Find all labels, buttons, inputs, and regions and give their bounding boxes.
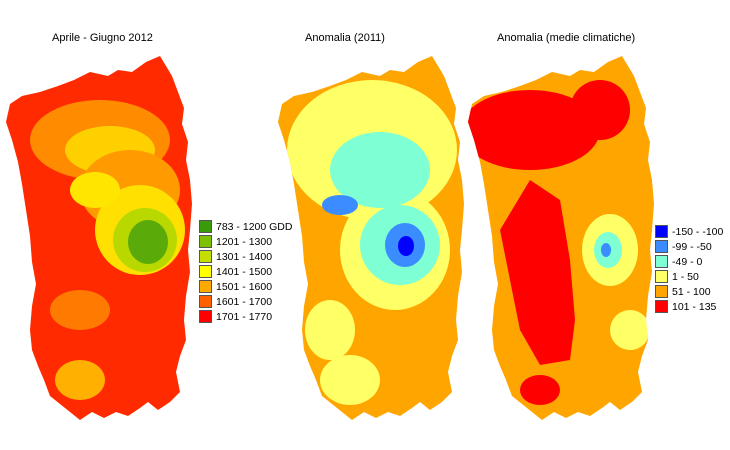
zone-yellow-sw (305, 300, 355, 360)
legend-swatch (655, 225, 668, 238)
legend-item: -150 - -100 (655, 224, 723, 239)
legend-label: 51 - 100 (672, 285, 711, 298)
map-anomaly-2011 (278, 56, 464, 420)
legend-swatch (655, 285, 668, 298)
legend-label: 1701 - 1770 (216, 310, 273, 323)
legend-label: 1 - 50 (672, 270, 699, 283)
map-title-anomaly-climate: Anomalia (medie climatiche) (497, 32, 636, 44)
map-title-anomaly-2011: Anomalia (2011) (305, 32, 385, 44)
legend-item: 51 - 100 (655, 284, 723, 299)
legend-item: -49 - 0 (655, 254, 723, 269)
zone-cyan-north (330, 132, 430, 208)
legend-label: -49 - 0 (672, 255, 703, 268)
legend-swatch (199, 295, 212, 308)
legend-label: 1501 - 1600 (216, 280, 273, 293)
map-title-gdd: Aprile - Giugno 2012 (52, 32, 153, 44)
legend-item: 1301 - 1400 (199, 249, 292, 264)
legend-swatch (199, 280, 212, 293)
legend-label: -150 - -100 (672, 225, 724, 238)
zone-blue (601, 243, 611, 257)
zone-red-central (500, 180, 575, 365)
legend-item: 101 - 135 (655, 299, 723, 314)
legend-item: 1201 - 1300 (199, 234, 292, 249)
legend-swatch (655, 300, 668, 313)
legend-label: 101 - 135 (672, 300, 717, 313)
zone-orange-sw (55, 360, 105, 400)
legend-label: 1601 - 1700 (216, 295, 273, 308)
zone-blue-west (322, 195, 358, 215)
legend-gdd: 783 - 1200 GDD 1201 - 1300 1301 - 1400 1401… (199, 219, 292, 324)
legend-item: 1701 - 1770 (199, 309, 292, 324)
legend-item: -99 - -50 (655, 239, 723, 254)
legend-label: 1201 - 1300 (216, 235, 273, 248)
zone-red-north (468, 90, 600, 170)
legend-item: 1 - 50 (655, 269, 723, 284)
legend-item: 783 - 1200 GDD (199, 219, 292, 234)
legend-label: -99 - -50 (672, 240, 712, 253)
legend-label: 1301 - 1400 (216, 250, 273, 263)
legend-swatch (199, 235, 212, 248)
legend-item: 1501 - 1600 (199, 279, 292, 294)
legend-swatch (199, 220, 212, 233)
zone-orange-south (50, 290, 110, 330)
legend-label: 783 - 1200 GDD (216, 220, 293, 233)
legend-item: 1401 - 1500 (199, 264, 292, 279)
legend-swatch (199, 265, 212, 278)
zone-darkblue (398, 236, 414, 256)
legend-swatch (199, 310, 212, 323)
map-anomaly-climate (468, 56, 654, 420)
legend-swatch (655, 240, 668, 253)
zone-yellow-west (70, 172, 120, 208)
legend-label: 1401 - 1500 (216, 265, 273, 278)
zone-red-sw (520, 375, 560, 405)
legend-anomaly: -150 - -100 -99 - -50 -49 - 0 1 - 50 51 - 10… (655, 224, 723, 314)
map-gdd (6, 56, 192, 420)
zone-green-core (128, 220, 168, 264)
legend-item: 1601 - 1700 (199, 294, 292, 309)
zone-yellow-south (320, 355, 380, 405)
legend-swatch (655, 270, 668, 283)
zone-red-ne (570, 80, 630, 140)
legend-swatch (199, 250, 212, 263)
legend-swatch (655, 255, 668, 268)
zone-yellow-se (610, 310, 650, 350)
